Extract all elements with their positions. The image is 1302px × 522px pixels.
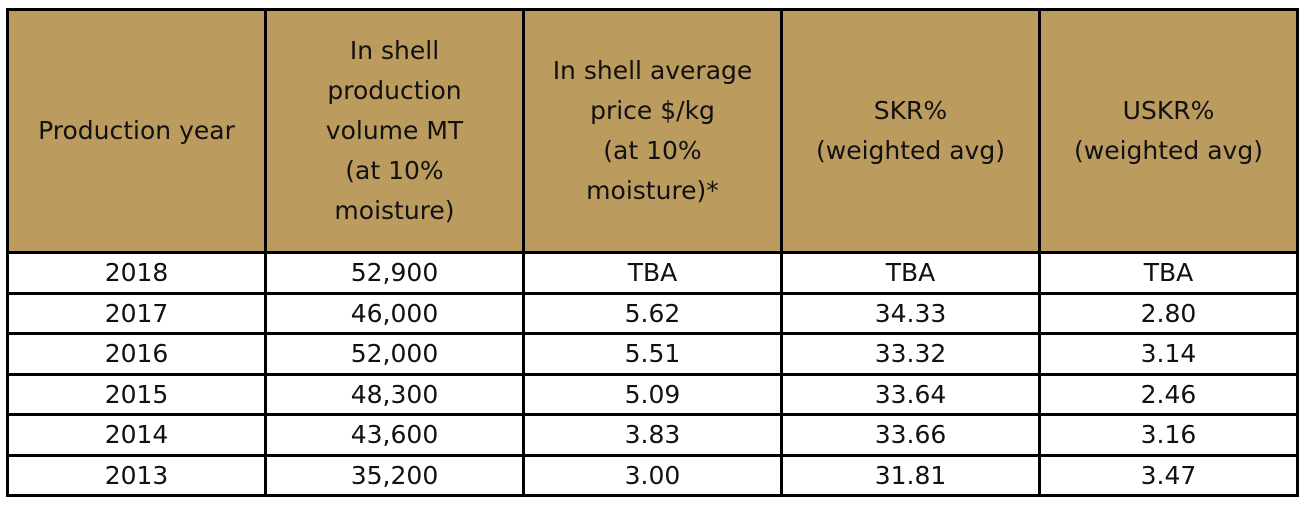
cell-price: 3.00 — [522, 453, 783, 497]
table-row: 2013 35,200 3.00 31.81 3.47 — [6, 453, 1299, 497]
production-table: Production year In shell production volu… — [6, 8, 1299, 497]
cell-skr: 33.64 — [780, 372, 1041, 416]
cell-volume: 35,200 — [264, 453, 525, 497]
cell-price: TBA — [522, 251, 783, 295]
cell-volume: 43,600 — [264, 413, 525, 457]
cell-volume: 52,000 — [264, 332, 525, 376]
cell-year: 2015 — [6, 372, 267, 416]
cell-skr: 33.32 — [780, 332, 1041, 376]
table-row: 2017 46,000 5.62 34.33 2.80 — [6, 291, 1299, 335]
cell-uskr: 2.46 — [1038, 372, 1299, 416]
production-table-container: Production year In shell production volu… — [6, 8, 1299, 497]
cell-price: 5.09 — [522, 372, 783, 416]
cell-year: 2017 — [6, 291, 267, 335]
header-production-volume: In shell production volume MT (at 10% mo… — [264, 8, 525, 254]
cell-skr: TBA — [780, 251, 1041, 295]
cell-skr: 31.81 — [780, 453, 1041, 497]
cell-year: 2013 — [6, 453, 267, 497]
table-row: 2016 52,000 5.51 33.32 3.14 — [6, 332, 1299, 376]
cell-uskr: 3.14 — [1038, 332, 1299, 376]
cell-skr: 34.33 — [780, 291, 1041, 335]
header-average-price: In shell average price $/kg (at 10% mois… — [522, 8, 783, 254]
cell-volume: 48,300 — [264, 372, 525, 416]
cell-volume: 46,000 — [264, 291, 525, 335]
cell-uskr: 2.80 — [1038, 291, 1299, 335]
cell-price: 5.51 — [522, 332, 783, 376]
header-production-year: Production year — [6, 8, 267, 254]
cell-volume: 52,900 — [264, 251, 525, 295]
cell-skr: 33.66 — [780, 413, 1041, 457]
cell-uskr: TBA — [1038, 251, 1299, 295]
cell-uskr: 3.47 — [1038, 453, 1299, 497]
cell-uskr: 3.16 — [1038, 413, 1299, 457]
header-skr: SKR% (weighted avg) — [780, 8, 1041, 254]
header-row: Production year In shell production volu… — [6, 8, 1299, 254]
cell-price: 5.62 — [522, 291, 783, 335]
cell-year: 2016 — [6, 332, 267, 376]
table-row: 2014 43,600 3.83 33.66 3.16 — [6, 413, 1299, 457]
header-uskr: USKR% (weighted avg) — [1038, 8, 1299, 254]
cell-year: 2018 — [6, 251, 267, 295]
table-row: 2015 48,300 5.09 33.64 2.46 — [6, 372, 1299, 416]
table-row: 2018 52,900 TBA TBA TBA — [6, 251, 1299, 295]
cell-year: 2014 — [6, 413, 267, 457]
cell-price: 3.83 — [522, 413, 783, 457]
